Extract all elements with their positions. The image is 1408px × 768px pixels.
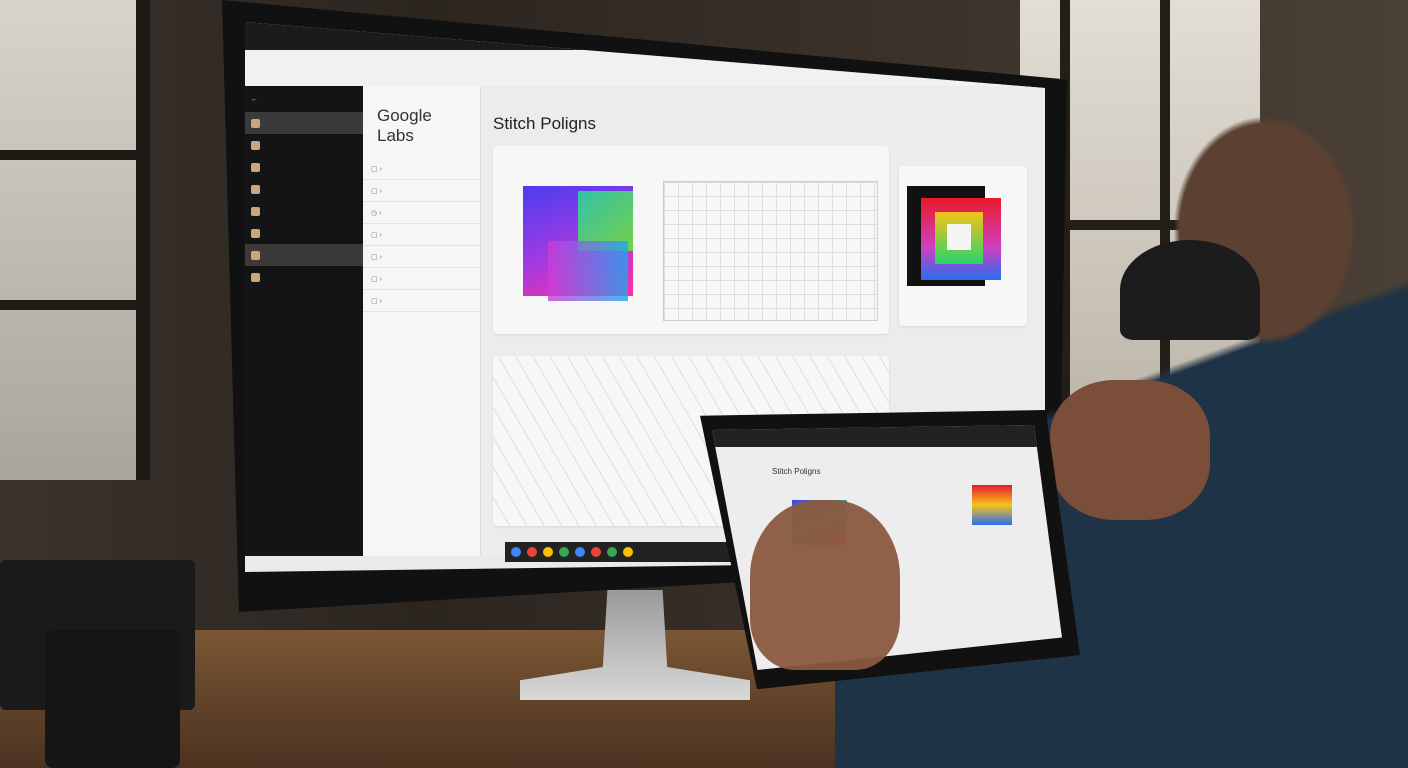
gradient-polygon (548, 241, 628, 301)
nav-item[interactable]: ▢ › (363, 268, 480, 290)
app-icon[interactable] (575, 547, 585, 557)
nav-item[interactable]: ▢ › (363, 290, 480, 312)
nav-item[interactable]: ▢ › (363, 224, 480, 246)
google-labs-logo: Google Labs (377, 106, 432, 145)
sidebar-item[interactable] (245, 178, 363, 200)
polygon-canvas-card (493, 146, 889, 334)
app-icon[interactable] (623, 547, 633, 557)
tablet-preview (972, 485, 1012, 525)
app-icon[interactable] (559, 547, 569, 557)
nav-panel: Google Labs ▢ › ▢ › ◷ › ▢ › ▢ › ▢ › ▢ › (363, 86, 481, 556)
tablet-page-title: Stitch Poligns (772, 467, 821, 476)
nav-item[interactable]: ◷ › (363, 202, 480, 224)
app-icon[interactable] (607, 547, 617, 557)
left-window (0, 0, 150, 480)
dark-sidebar: ← (245, 86, 363, 556)
tablet-browser-bar (712, 425, 1062, 447)
app-icon[interactable] (511, 547, 521, 557)
sidebar-item[interactable] (245, 112, 363, 134)
app-icon[interactable] (591, 547, 601, 557)
raised-hand (1050, 380, 1210, 520)
nav-item[interactable]: ▢ › (363, 180, 480, 202)
sidebar-item[interactable] (245, 222, 363, 244)
hand-on-tablet (750, 500, 900, 670)
page-title: Stitch Poligns (493, 114, 596, 133)
app-icon[interactable] (543, 547, 553, 557)
sidebar-item[interactable] (245, 156, 363, 178)
sidebar-header[interactable]: ← (251, 95, 258, 103)
sidebar-item[interactable] (245, 266, 363, 288)
coffee-mug (45, 630, 180, 768)
desk-lamp (1120, 240, 1260, 340)
sidebar-item[interactable] (245, 244, 363, 266)
sidebar-item[interactable] (245, 134, 363, 156)
nav-item[interactable]: ▢ › (363, 246, 480, 268)
nav-item[interactable]: ▢ › (363, 158, 480, 180)
app-icon[interactable] (527, 547, 537, 557)
sidebar-item[interactable] (245, 200, 363, 222)
